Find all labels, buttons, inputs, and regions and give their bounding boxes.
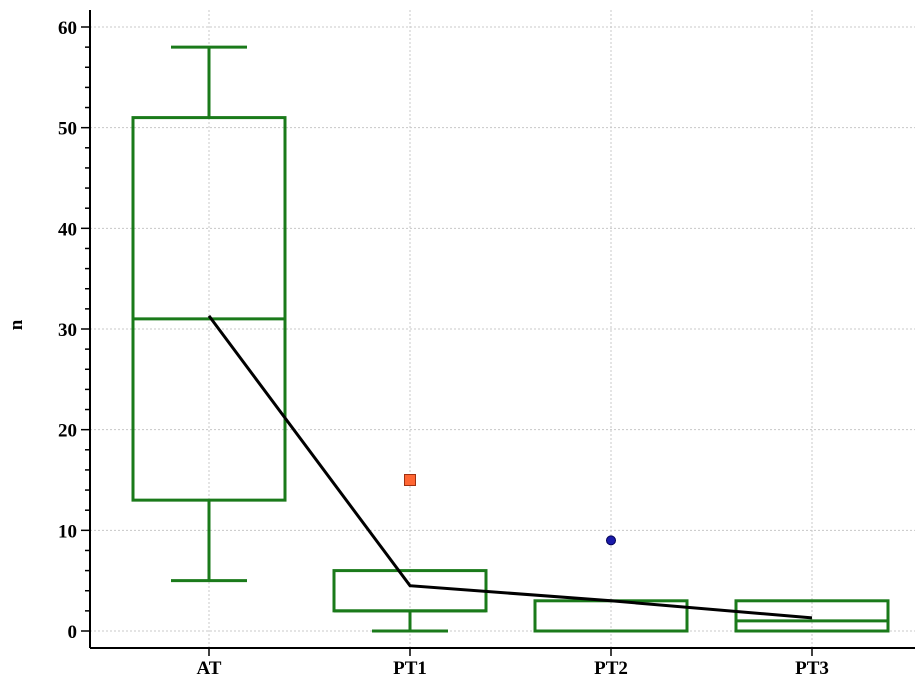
outlier-square [404,474,416,486]
outlier-series [404,474,616,546]
mean-line [207,315,813,620]
mean-line-series [207,315,813,620]
x-tick-label: PT3 [795,658,829,679]
box-series [131,45,890,633]
box-iqr [131,116,287,502]
x-tick-label: PT2 [594,658,628,679]
x-tick-label: AT [197,658,222,679]
y-tick-label: 40 [58,219,77,240]
y-tick-label: 20 [58,421,77,442]
box-pt3 [734,599,890,633]
y-axis-ticks: 0 10 20 30 40 50 60 [58,18,90,643]
y-tick-label: 60 [58,18,77,39]
grid-lines [90,10,915,648]
y-axis-label: n [6,319,27,330]
y-tick-label: 0 [68,622,78,643]
box-at [131,45,287,583]
outlier-circle [606,535,616,546]
x-tick-label: PT1 [393,658,427,679]
box-iqr [734,599,890,633]
y-tick-label: 10 [58,521,77,542]
y-tick-label: 50 [58,119,77,140]
x-axis-ticks: AT PT1 PT2 PT3 [197,648,829,679]
y-tick-label: 30 [58,320,77,341]
